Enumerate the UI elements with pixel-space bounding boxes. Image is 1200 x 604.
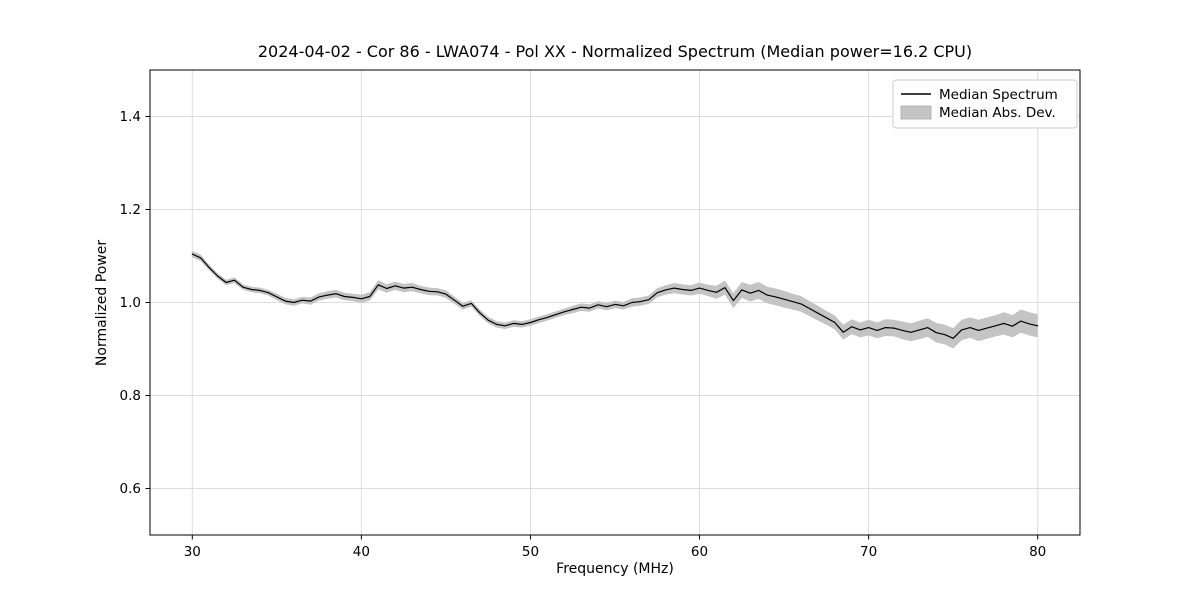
y-axis-label: Normalized Power [94, 240, 110, 366]
y-tick-label: 1.4 [120, 109, 141, 125]
axes-frame [149, 69, 1081, 536]
x-axis-label: Frequency (MHz) [556, 561, 674, 577]
y-tick-label: 0.8 [120, 388, 141, 404]
x-tick-label: 60 [691, 544, 708, 560]
median-spectrum-path [191, 253, 1039, 339]
axis-ticks: 30 40 50 60 70 80 0.6 0.8 1.0 1.2 1.4 [120, 109, 1047, 560]
y-tick-label: 1.0 [120, 295, 141, 311]
chart-title: 2024-04-02 - Cor 86 - LWA074 - Pol XX - … [258, 42, 972, 61]
legend-box [892, 79, 1078, 129]
x-tick-label: 70 [860, 544, 877, 560]
x-tick-label: 50 [522, 544, 539, 560]
x-tick-label: 80 [1029, 544, 1046, 560]
legend: Median Spectrum Median Abs. Dev. [892, 79, 1078, 129]
x-tick-label: 40 [353, 544, 370, 560]
median-spectrum-line [191, 253, 1039, 339]
legend-label-median-abs-dev: Median Abs. Dev. [939, 105, 1056, 121]
mad-band-area [192, 250, 1038, 349]
y-tick-label: 1.2 [120, 202, 141, 218]
y-tick-label: 0.6 [120, 481, 141, 497]
mad-band [192, 250, 1038, 349]
legend-patch-sample [900, 105, 932, 120]
legend-label-median-spectrum: Median Spectrum [939, 87, 1058, 103]
x-tick-label: 30 [184, 544, 201, 560]
